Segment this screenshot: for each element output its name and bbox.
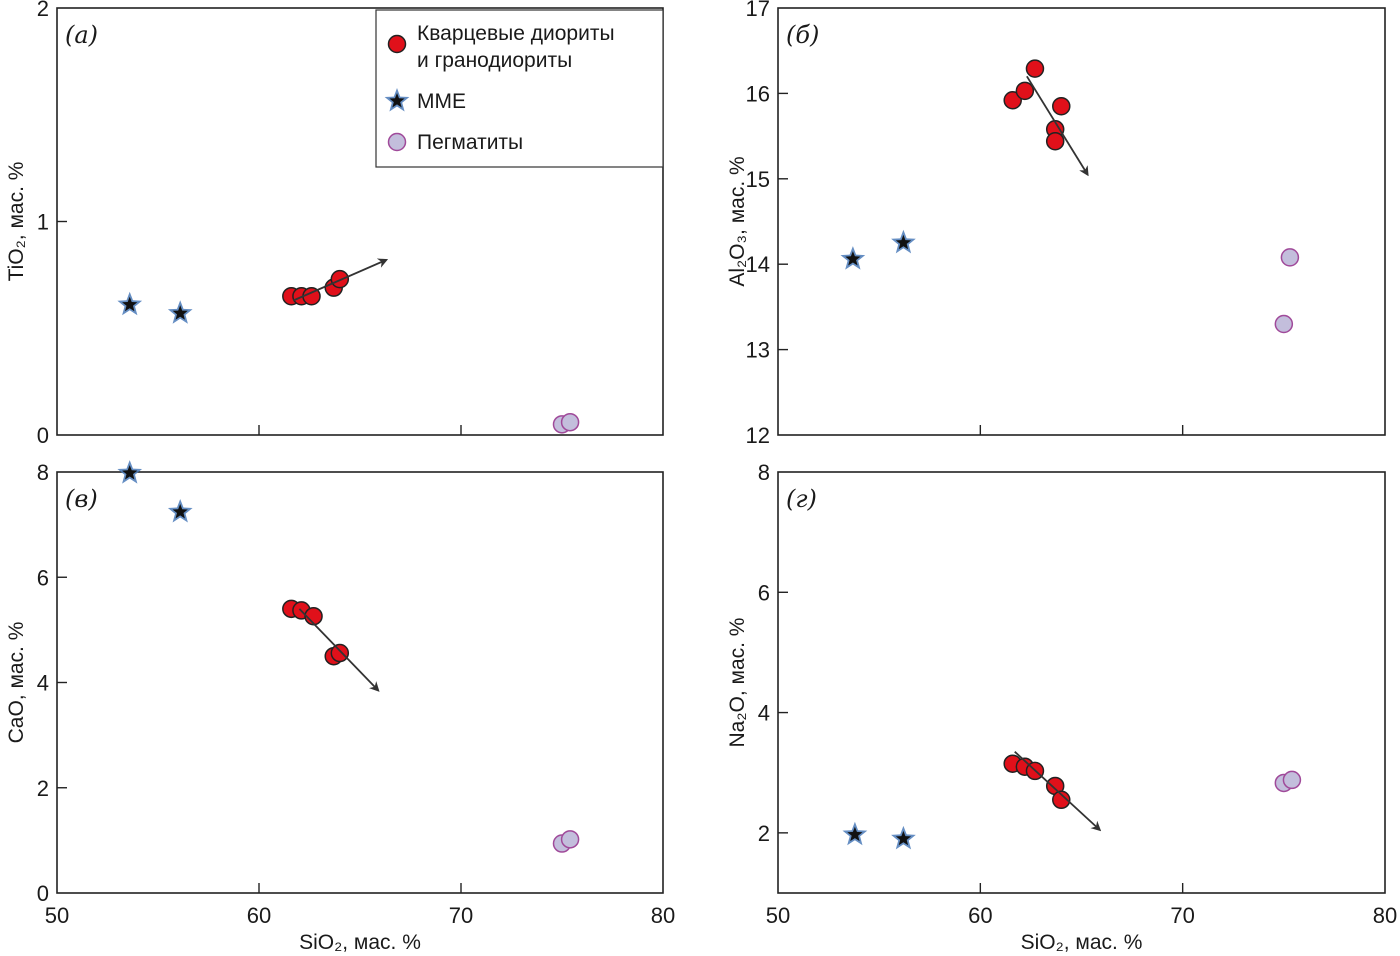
x-axis-label: SiO₂, мас. % bbox=[299, 931, 421, 954]
y-axis-label: CaO, мас. % bbox=[5, 622, 28, 744]
series-mme bbox=[840, 229, 916, 270]
mme-point bbox=[172, 504, 188, 519]
mme-point bbox=[122, 465, 138, 480]
pegmatite-point bbox=[1280, 248, 1300, 267]
y-tick-label: 15 bbox=[746, 167, 770, 192]
panel-3: 50 60 70 80 0 2 4 6 8 SiO₂, мас. % CaO, мас. % (в) bbox=[5, 460, 675, 954]
panel-4: 50 60 70 80 2 4 6 8 SiO₂, мас. % Na₂O, мас. % (г) bbox=[726, 460, 1397, 954]
quartz-diorite-point bbox=[330, 643, 350, 663]
series-mme bbox=[117, 460, 193, 523]
quartz-diorite-point bbox=[1003, 90, 1022, 110]
panel-2: 12 13 14 15 16 17 Al₂O₃, мас. % (б) bbox=[726, 0, 1386, 448]
legend-marker-circle-icon bbox=[387, 132, 407, 152]
x-tick-label: 70 bbox=[1170, 903, 1194, 928]
y-tick-label: 6 bbox=[37, 565, 49, 590]
series-quartz-diorite bbox=[1003, 754, 1071, 810]
legend: Кварцевые диориты и гранодиориты MME Пегмат… bbox=[375, 9, 664, 168]
series-mme bbox=[117, 291, 193, 324]
panel-label: (б) bbox=[786, 21, 819, 49]
plot-frame bbox=[777, 7, 1386, 436]
trend-arrow bbox=[292, 258, 389, 302]
x-tick-label: 80 bbox=[1373, 903, 1397, 928]
legend-marker-star-icon bbox=[389, 93, 405, 108]
plot-frame bbox=[777, 471, 1386, 894]
mme-point bbox=[172, 305, 188, 320]
series-quartz-diorite bbox=[282, 269, 350, 306]
trend-arrow bbox=[1014, 751, 1102, 832]
series-pegmatite bbox=[552, 412, 580, 434]
panel-label: (в) bbox=[65, 485, 98, 513]
x-tick-label: 60 bbox=[968, 903, 992, 928]
quartz-diorite-point bbox=[330, 269, 350, 289]
legend-label: Пегматиты bbox=[417, 131, 523, 154]
legend-box bbox=[375, 9, 664, 168]
y-tick-label: 4 bbox=[758, 701, 770, 726]
y-tick-label: 8 bbox=[37, 460, 49, 485]
trend-arrow bbox=[298, 608, 380, 692]
legend-label: Кварцевые диориты bbox=[417, 22, 615, 45]
mme-point bbox=[122, 296, 138, 312]
x-tick-label: 70 bbox=[449, 903, 473, 928]
pegmatite-point bbox=[1274, 314, 1294, 334]
series-quartz-diorite bbox=[1003, 59, 1071, 151]
series-quartz-diorite bbox=[282, 599, 350, 666]
y-tick-label: 1 bbox=[37, 210, 49, 235]
legend-label-line2: и гранодиориты bbox=[417, 49, 572, 72]
legend-marker-circle-icon bbox=[387, 34, 407, 54]
y-tick-label: 4 bbox=[37, 671, 49, 696]
legend-item-1: Кварцевые диориты и гранодиориты bbox=[387, 22, 615, 72]
trend-arrow bbox=[1026, 75, 1089, 177]
legend-label: MME bbox=[417, 90, 466, 113]
series-pegmatite bbox=[552, 830, 580, 853]
y-tick-label: 2 bbox=[37, 776, 49, 801]
plot-frame bbox=[56, 471, 664, 894]
mme-point bbox=[895, 234, 912, 250]
quartz-diorite-point bbox=[1045, 131, 1065, 151]
x-tick-label: 60 bbox=[247, 903, 271, 928]
y-tick-label: 13 bbox=[746, 338, 770, 363]
quartz-diorite-point bbox=[1015, 81, 1035, 101]
x-tick-label: 50 bbox=[766, 903, 790, 928]
y-tick-label: 0 bbox=[37, 423, 49, 448]
series-mme bbox=[842, 821, 916, 850]
series-pegmatite bbox=[1274, 248, 1300, 334]
mme-point bbox=[895, 830, 912, 846]
panel-label: (а) bbox=[65, 21, 98, 49]
x-axis-label: SiO₂, мас. % bbox=[1021, 931, 1143, 954]
y-tick-label: 16 bbox=[746, 81, 770, 106]
y-tick-label: 12 bbox=[746, 423, 770, 448]
y-tick-label: 6 bbox=[758, 580, 770, 605]
pegmatite-point bbox=[560, 830, 580, 849]
y-tick-label: 14 bbox=[746, 252, 770, 277]
y-tick-label: 2 bbox=[37, 0, 49, 21]
pegmatite-point bbox=[1282, 770, 1302, 790]
y-axis-label: Al₂O₃, мас. % bbox=[726, 156, 749, 286]
y-tick-label: 8 bbox=[758, 460, 770, 485]
y-tick-label: 2 bbox=[758, 821, 770, 846]
mme-point bbox=[847, 826, 863, 842]
legend-item-3: Пегматиты bbox=[387, 131, 523, 154]
y-axis-label: TiO₂, мас. % bbox=[5, 162, 28, 282]
pegmatite-point bbox=[560, 412, 580, 432]
quartz-diorite-point bbox=[1052, 96, 1071, 116]
panel-label: (г) bbox=[786, 485, 817, 513]
series-pegmatite bbox=[1274, 770, 1302, 793]
mme-point bbox=[845, 251, 861, 266]
x-tick-label: 80 bbox=[651, 903, 675, 928]
quartz-diorite-point bbox=[1025, 59, 1045, 78]
x-tick-label: 50 bbox=[45, 903, 69, 928]
y-axis-label: Na₂O, мас. % bbox=[726, 618, 749, 748]
y-tick-label: 0 bbox=[37, 881, 49, 906]
y-tick-label: 17 bbox=[746, 0, 770, 21]
legend-item-2: MME bbox=[384, 88, 466, 113]
panel-1: 0 1 2 TiO₂, мас. % (а) bbox=[5, 0, 664, 448]
quartz-diorite-point bbox=[1052, 790, 1071, 810]
